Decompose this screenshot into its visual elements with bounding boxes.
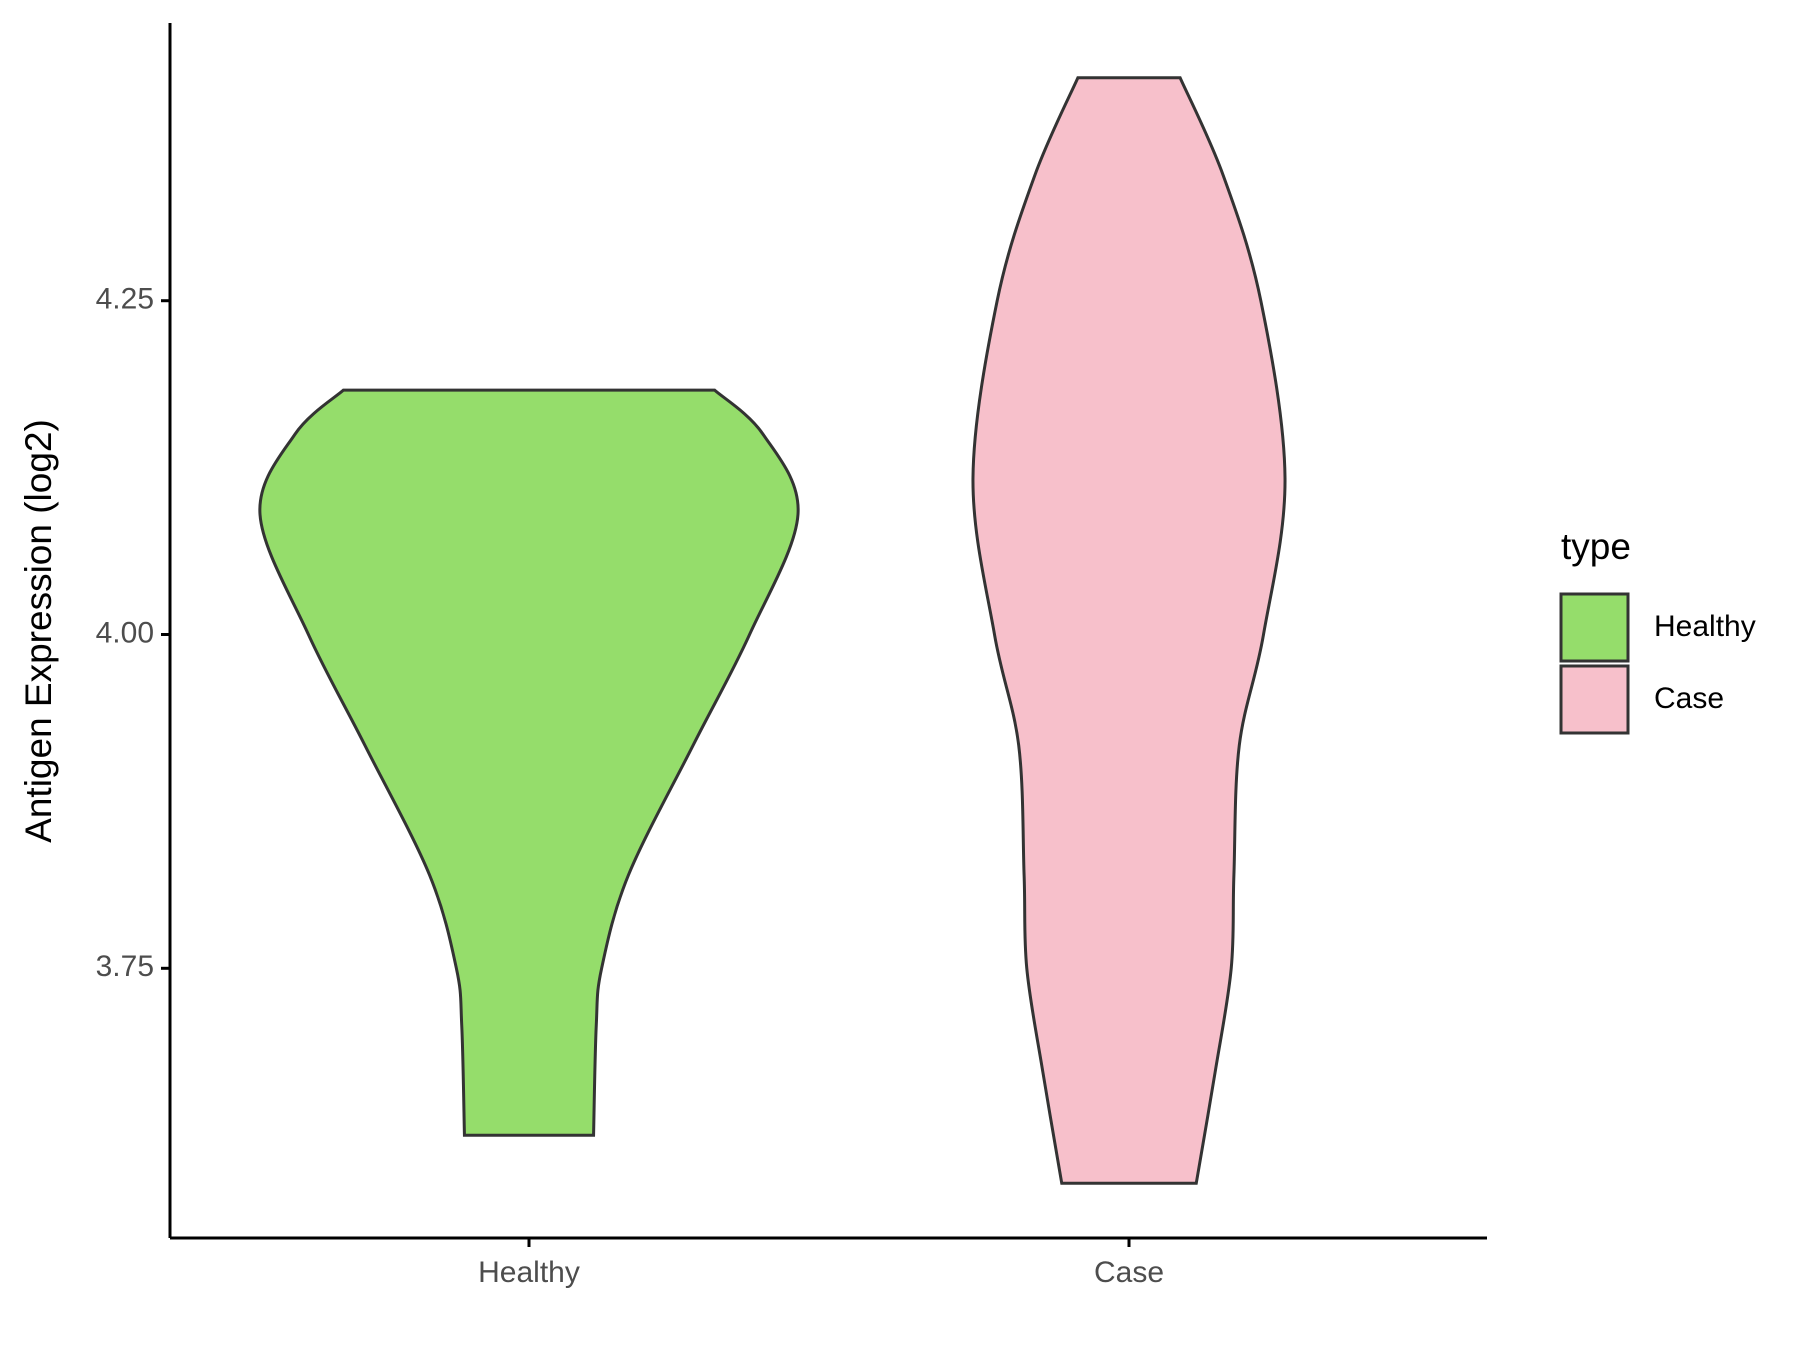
legend-title: type: [1561, 526, 1631, 567]
y-tick-label: 3.75: [96, 950, 154, 983]
y-axis-title: Antigen Expression (log2): [18, 419, 59, 843]
legend-label: Case: [1654, 682, 1724, 715]
x-tick-label: Healthy: [478, 1256, 580, 1289]
y-tick-label: 4.25: [96, 283, 154, 316]
legend-key: [1559, 664, 1630, 735]
y-tick-label: 4.00: [96, 616, 154, 649]
x-tick-label: Case: [1094, 1256, 1164, 1289]
legend-key: [1559, 592, 1630, 663]
violin: [971, 76, 1287, 1185]
legend-label: Healthy: [1654, 610, 1756, 643]
violin: [258, 388, 800, 1137]
